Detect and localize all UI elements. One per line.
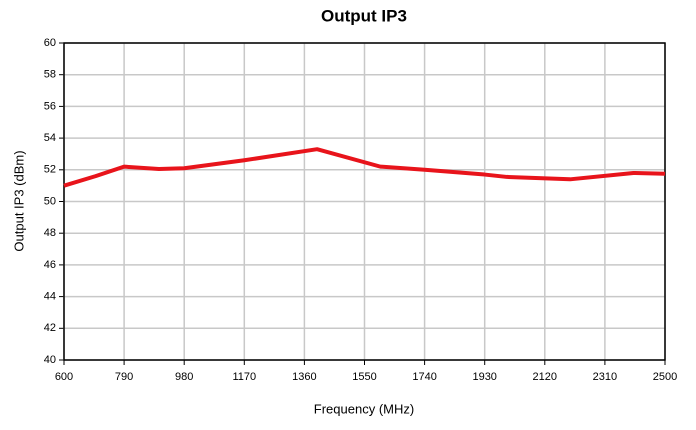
- y-tick-label: 44: [44, 291, 56, 303]
- x-tick-label: 1740: [412, 371, 436, 383]
- x-tick-label: 1360: [292, 371, 316, 383]
- y-tick-label: 46: [44, 259, 56, 271]
- x-tick-label: 2120: [533, 371, 557, 383]
- x-tick-label: 1170: [232, 371, 256, 383]
- y-tick-label: 42: [44, 322, 56, 334]
- y-tick-label: 54: [44, 132, 56, 144]
- chart-title: Output IP3: [321, 6, 407, 25]
- y-tick-label: 58: [44, 69, 56, 81]
- y-axis-label: Output IP3 (dBm): [11, 150, 26, 251]
- x-tick-label: 790: [115, 371, 133, 383]
- y-tick-label: 56: [44, 100, 56, 112]
- y-tick-label: 60: [44, 37, 56, 49]
- x-tick-label: 980: [175, 371, 193, 383]
- data-line: [63, 147, 666, 188]
- x-tick-label: 1930: [472, 371, 496, 383]
- x-tick-label: 600: [55, 371, 73, 383]
- y-tick-label: 40: [44, 354, 56, 366]
- y-tick-label: 52: [44, 164, 56, 176]
- plot-frame: [63, 42, 666, 361]
- x-tick-label: 1550: [352, 371, 376, 383]
- y-tick-label: 50: [44, 195, 56, 207]
- x-axis-label: Frequency (MHz): [314, 401, 414, 416]
- y-tick-label: 48: [44, 227, 56, 239]
- x-tick-label: 2500: [653, 371, 677, 383]
- x-tick-label: 2310: [593, 371, 617, 383]
